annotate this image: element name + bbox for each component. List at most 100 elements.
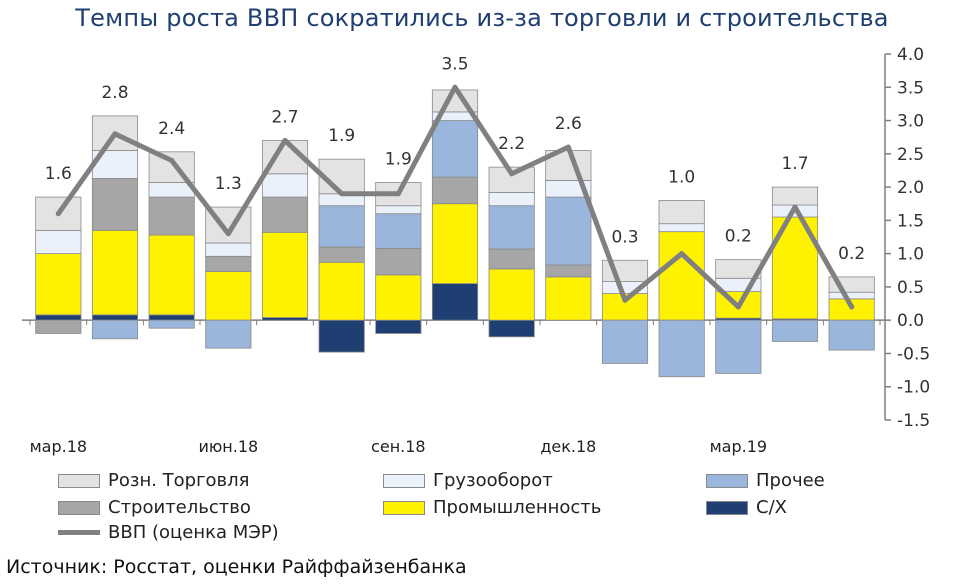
bar-other-6 [375,213,422,249]
legend-item-construction: Строительство [58,497,251,518]
legend-item-other: Прочее [706,470,825,491]
bar-industry-3 [205,271,252,321]
legend-item-retail: Розн. Торговля [58,470,250,491]
bar-industry-0 [35,253,82,316]
bar-other-2 [148,319,195,329]
bar-agri-7 [431,283,479,321]
y-tick-label: 4.0 [897,45,924,65]
legend-swatch-gdp [58,530,100,535]
gdp-data-label-4: 2.7 [271,108,298,128]
x-tick-label: мар.19 [710,437,767,456]
gdp-point-2 [169,157,175,163]
legend-label-construction: Строительство [108,497,251,518]
bar-agri-8 [488,319,535,338]
bar-other-8 [488,205,535,250]
gdp-data-label-3: 1.3 [215,174,242,194]
gdp-point-3 [225,231,231,237]
legend-item-freight: Грузооборот [383,470,553,491]
bar-construction-4 [261,196,309,233]
bar-industry-7 [431,203,479,284]
bar-industry-9 [545,276,592,321]
y-tick-label: 1.0 [897,245,924,265]
bar-other-11 [658,319,705,378]
bar-industry-1 [91,229,139,316]
gdp-data-label-7: 3.5 [441,54,468,74]
gdp-point-4 [282,138,288,144]
x-tick-label: дек.18 [540,437,596,456]
y-tick-label: 1.5 [897,211,924,231]
bar-freight-8 [488,192,535,207]
bar-other-13 [771,319,819,342]
bar-industry-6 [375,274,422,321]
bar-freight-14 [828,291,875,300]
y-tick-label: -1.0 [897,378,930,398]
bar-agri-0 [35,314,82,321]
gdp-data-label-14: 0.2 [838,244,865,264]
bar-construction-6 [375,247,422,276]
bar-construction-2 [148,196,195,236]
legend-swatch-retail [58,473,100,488]
gdp-point-10 [622,297,628,303]
labels-layer: 1.6 2.8 2.4 1.3 2.7 1.9 1.9 3.5 2.2 2.6 0.3 1.0 0.2 1… [30,54,866,456]
gdp-point-13 [792,204,798,210]
y-tick-label: -1.5 [897,411,930,431]
bar-freight-11 [658,223,705,233]
bar-industry-2 [148,234,195,316]
bar-freight-3 [205,242,252,257]
gdp-point-12 [735,304,741,310]
bar-agri-2 [148,314,195,321]
bar-retail-11 [658,199,705,225]
gdp-point-1 [112,131,118,137]
bar-other-7 [431,120,479,178]
y-tick-label: 0.5 [897,278,924,298]
legend-item-industry: Промышленность [383,497,601,518]
bar-retail-0 [35,196,82,231]
gdp-data-label-5: 1.9 [328,126,355,146]
x-tick-label: мар.18 [30,437,87,456]
x-tick-label: июн.18 [198,437,258,456]
bar-other-5 [318,205,365,248]
bar-freight-0 [35,229,82,255]
gdp-data-label-2: 2.4 [158,119,185,139]
y-tick-label: 0.0 [897,311,924,331]
y-tick-label: 2.0 [897,178,924,198]
gdp-data-label-0: 1.6 [45,164,72,184]
bar-agri-1 [91,314,139,321]
bar-other-9 [545,196,592,266]
source-note: Источник: Росстат, оценки Райффайзенбанк… [6,556,467,578]
bar-industry-5 [318,261,365,321]
gdp-point-7 [452,84,458,90]
gdp-point-9 [565,144,571,150]
bar-construction-9 [545,264,592,278]
legend-item-agri: С/Х [706,497,787,518]
gdp-data-label-8: 2.2 [498,134,525,154]
bar-other-1 [91,319,139,340]
bar-retail-13 [771,186,819,206]
bar-construction-1 [91,178,139,231]
bar-other-3 [205,319,252,349]
gdp-data-label-1: 2.8 [101,83,128,103]
gdp-data-label-13: 1.7 [781,154,808,174]
gdp-line-layer [55,84,855,310]
bar-freight-4 [261,173,309,198]
bar-other-14 [828,319,875,351]
bar-other-10 [601,319,649,364]
bar-other-12 [715,319,762,374]
gdp-point-8 [509,171,515,177]
legend-label-gdp: ВВП (оценка МЭР) [108,522,279,543]
legend-swatch-construction [58,500,100,515]
gdp-data-label-11: 1.0 [668,167,695,187]
gdp-data-label-12: 0.2 [725,227,752,247]
y-tick-label: 2.5 [897,145,924,165]
legend-swatch-agri [706,500,748,515]
bar-construction-8 [488,248,535,270]
legend-label-retail: Розн. Торговля [108,470,250,491]
y-tick-label: -0.5 [897,344,930,364]
legend-item-gdp: ВВП (оценка МЭР) [58,522,279,543]
gdp-point-6 [395,191,401,197]
bar-industry-11 [658,231,705,321]
y-tick-label: 3.5 [897,78,924,98]
gdp-point-14 [849,304,855,310]
chart-title: Темпы роста ВВП сократились из-за торгов… [75,4,889,32]
